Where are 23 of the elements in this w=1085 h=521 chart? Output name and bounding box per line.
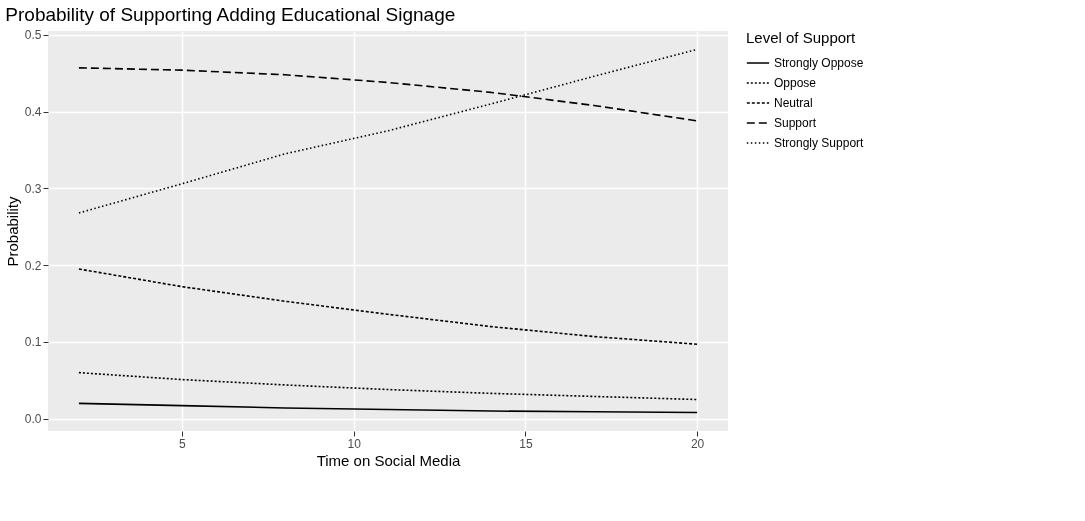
y-tick-label: 0.3 bbox=[24, 181, 42, 196]
y-axis-title: Probability bbox=[3, 195, 21, 267]
line-series bbox=[78, 402, 698, 414]
chart-title: Probability of Supporting Adding Educational Signage bbox=[5, 3, 456, 25]
legend-label: Oppose bbox=[774, 76, 817, 90]
x-tick-label: 10 bbox=[347, 436, 362, 451]
y-tick-label: 0.5 bbox=[24, 28, 42, 43]
x-axis-title: Time on Social Media bbox=[316, 451, 461, 469]
legend-label: Strongly Support bbox=[774, 136, 865, 150]
legend-title: Level of Support bbox=[746, 29, 857, 46]
line-series bbox=[78, 371, 698, 401]
x-tick-label: 20 bbox=[690, 436, 705, 451]
legend-label: Neutral bbox=[774, 96, 813, 110]
line-series bbox=[78, 268, 698, 346]
y-tick-label: 0.0 bbox=[24, 412, 42, 427]
legend-label: Strongly Oppose bbox=[774, 56, 864, 70]
x-tick-label: 15 bbox=[519, 436, 533, 451]
y-tick-label: 0.1 bbox=[24, 335, 42, 350]
line-series bbox=[78, 48, 698, 214]
y-tick-label: 0.2 bbox=[24, 258, 42, 273]
y-tick-label: 0.4 bbox=[24, 105, 42, 120]
legend-label: Support bbox=[774, 116, 817, 130]
x-tick-label: 5 bbox=[179, 436, 187, 451]
